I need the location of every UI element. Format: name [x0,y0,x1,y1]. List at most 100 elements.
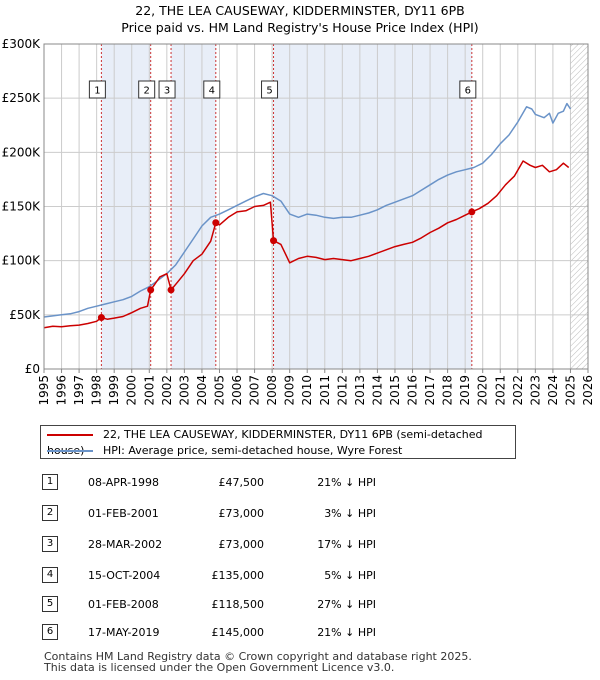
sale-marker-label: 3 [164,86,170,97]
series-line-property [43,160,570,329]
legend-swatch-property [47,434,93,436]
x-tick-label: 2015 [388,375,402,406]
x-tick-label: 2026 [581,375,595,406]
x-tick-label: 2013 [353,375,367,406]
sale-marker-box [88,80,106,99]
x-tick-label: 2020 [476,375,490,406]
sale-price: £145,000 [211,626,265,639]
sale-price: £73,000 [218,538,265,551]
x-tick-label: 1998 [90,375,104,406]
future-hatch-area [570,44,588,369]
x-tick-label: 2017 [423,375,437,406]
sale-marker-box [459,80,477,99]
sale-hpi-diff: 21% ↓ HPI [317,476,376,489]
sale-hpi-diff: 21% ↓ HPI [317,626,376,639]
x-tick-label: 2018 [441,375,455,406]
legend: 22, THE LEA CAUSEWAY, KIDDERMINSTER, DY1… [40,425,516,459]
x-tick-label: 1996 [55,375,69,406]
title-line-2: Price paid vs. HM Land Registry's House … [121,20,479,35]
x-tick-label: 1995 [37,375,51,406]
sale-point [270,237,278,245]
sale-date: 01-FEB-2001 [88,507,159,520]
x-tick-label: 2010 [300,375,314,406]
x-tick-label: 2006 [230,375,244,406]
x-tick-label: 2002 [160,375,174,406]
x-tick-label: 2004 [195,375,209,406]
sale-point [97,314,105,322]
sale-number-badge: 2 [42,505,58,521]
footer-attribution: Contains HM Land Registry data © Crown c… [44,651,472,673]
sale-number-badge: 1 [42,474,58,490]
x-tick-label: 2016 [406,375,420,406]
x-tick-label: 2007 [248,375,262,406]
x-tick-label: 1999 [107,375,121,406]
sale-marker-label: 6 [465,86,471,97]
legend-swatch-hpi [47,450,93,452]
table-row: 2 01-FEB-2001 £73,000 3% ↓ HPI [40,504,380,524]
sale-price: £47,500 [218,476,265,489]
legend-item-property: 22, THE LEA CAUSEWAY, KIDDERMINSTER, DY1… [47,427,515,457]
sale-marker-box [203,80,221,99]
table-row: 4 15-OCT-2004 £135,000 5% ↓ HPI [40,566,380,586]
y-tick-label: £300K [2,37,42,51]
plot-frame [43,43,589,370]
x-tick-label: 2014 [370,375,384,406]
x-tick-label: 2008 [265,375,279,406]
chart-title: 22, THE LEA CAUSEWAY, KIDDERMINSTER, DY1… [0,2,600,36]
sale-marker-label: 5 [266,86,272,97]
x-tick-label: 2000 [125,375,139,406]
x-tick-label: 2023 [528,375,542,406]
x-tick-label: 2019 [458,375,472,406]
sale-point [468,208,476,216]
sale-marker-labels: 1 2 3 4 5 6 [88,80,477,99]
sale-marker-label: 4 [209,86,215,97]
sale-date: 15-OCT-2004 [88,569,161,582]
y-tick-label: £150K [2,200,42,214]
sale-date: 01-FEB-2008 [88,598,159,611]
footer-line-1: Contains HM Land Registry data © Crown c… [44,650,472,663]
sale-hpi-diff: 5% ↓ HPI [324,569,376,582]
sale-marker-box [138,80,156,99]
future-hatch [570,44,588,369]
footer-line-2: This data is licensed under the Open Gov… [44,661,395,674]
x-tick-label: 2025 [563,375,577,406]
sale-hpi-diff: 27% ↓ HPI [317,598,376,611]
legend-item-hpi: HPI: Average price, semi-detached house,… [47,443,402,459]
table-row: 3 28-MAR-2002 £73,000 17% ↓ HPI [40,535,380,555]
sale-points [97,208,476,322]
sale-price: £118,500 [211,598,265,611]
y-tick-label: £100K [2,254,42,268]
x-tick-label: 2001 [142,375,156,406]
x-tick-label: 2009 [283,375,297,406]
sale-marker-box [261,80,279,99]
x-tick-label: 2022 [511,375,525,406]
x-tick-label: 2021 [493,375,507,406]
sale-date: 17-MAY-2019 [88,626,160,639]
sale-date: 08-APR-1998 [88,476,160,489]
legend-label-hpi: HPI: Average price, semi-detached house,… [103,444,403,457]
table-row: 1 08-APR-1998 £47,500 21% ↓ HPI [40,473,380,493]
price-chart: 1 2 3 4 5 6 £0 £50K £100K £150K £200K £250K £300K 19… [2,37,595,406]
sale-date: 28-MAR-2002 [88,538,163,551]
sale-hpi-diff: 17% ↓ HPI [317,538,376,551]
sale-point [147,286,155,294]
sale-marker-box [158,80,176,99]
table-row: 6 17-MAY-2019 £145,000 21% ↓ HPI [40,623,380,643]
sale-point [167,286,175,294]
y-tick-label: £250K [2,91,42,105]
sale-price: £135,000 [211,569,265,582]
sale-hpi-diff: 3% ↓ HPI [324,507,376,520]
title-line-1: 22, THE LEA CAUSEWAY, KIDDERMINSTER, DY1… [135,3,465,18]
sale-marker-label: 1 [94,86,100,97]
sale-number-badge: 6 [42,624,58,640]
y-tick-label: £0 [25,362,40,376]
sale-price: £73,000 [218,507,265,520]
sale-number-badge: 4 [42,567,58,583]
series-lines [43,102,572,329]
sale-point [212,219,220,227]
x-tick-label: 2003 [177,375,191,406]
x-tick-label: 1997 [72,375,86,406]
sale-number-badge: 5 [42,596,58,612]
table-row: 5 01-FEB-2008 £118,500 27% ↓ HPI [40,595,380,615]
